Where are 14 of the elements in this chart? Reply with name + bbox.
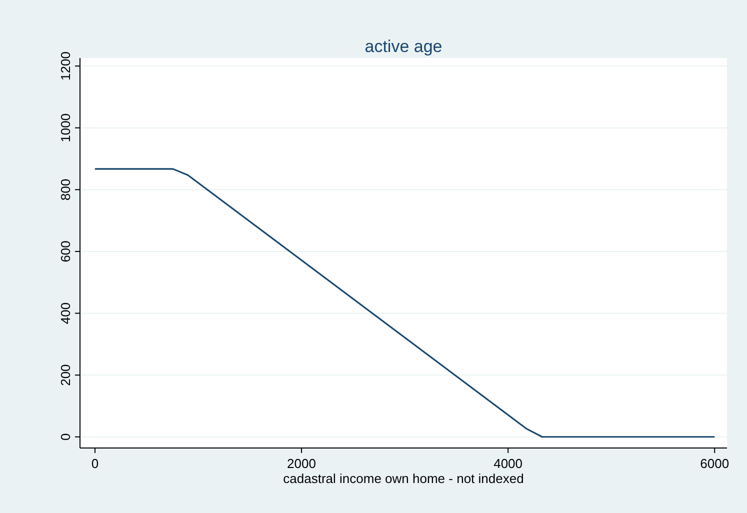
x-tick-label: 0 [91,456,99,471]
y-tick-label: 600 [58,240,73,262]
y-tick-label: 200 [58,364,73,386]
y-tick-label: 800 [58,178,73,200]
x-tick-label: 4000 [494,456,523,471]
x-tick-label: 6000 [700,456,730,471]
x-axis-title: cadastral income own home - not indexed [283,471,524,486]
y-tick-label: 1000 [58,113,73,142]
y-tick-label: 400 [58,302,73,324]
y-tick-label: 0 [58,433,73,440]
chart-title: active age [364,37,442,56]
line-series [94,168,716,438]
x-tick-label: 2000 [287,456,316,471]
y-tick-label: 1200 [58,52,73,80]
